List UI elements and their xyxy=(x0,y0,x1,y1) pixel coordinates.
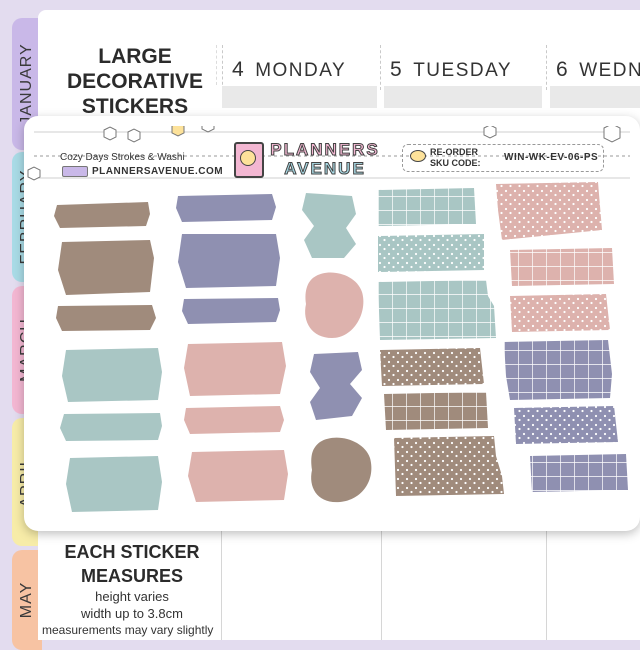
brush-stroke xyxy=(62,348,162,402)
size-line-1: height varies xyxy=(95,589,169,604)
reorder-label: RE-ORDER xyxy=(430,147,479,157)
tab-may[interactable]: MAY xyxy=(12,550,42,650)
divider xyxy=(222,45,223,90)
washi-strip xyxy=(496,182,602,240)
brush-stroke xyxy=(184,342,286,396)
sheet-header-decor xyxy=(27,126,630,181)
column-line xyxy=(381,520,382,640)
washi-strip xyxy=(530,454,628,492)
day-band xyxy=(222,86,377,108)
size-line-2: width up to 3.8cm xyxy=(81,606,183,621)
blob-sticker xyxy=(305,272,364,338)
size-info: EACH STICKER MEASURES height varies widt… xyxy=(42,540,213,639)
brush-stroke xyxy=(58,240,154,295)
day-tuesday-header: 5 TUESDAY xyxy=(390,58,513,81)
brush-stroke xyxy=(60,413,162,441)
day-monday-header: 4 MONDAY xyxy=(232,58,347,81)
column-line xyxy=(221,520,222,640)
divider xyxy=(380,45,381,90)
website-icon xyxy=(62,166,88,177)
sheet-header: Cozy Days Strokes & Washi PLANNERSAVENUE… xyxy=(24,126,640,181)
sku-code: WIN-WK-EV-06-PS xyxy=(504,152,599,163)
brand-line-2: AVENUE xyxy=(284,159,366,179)
product-name: Cozy Days Strokes & Washi xyxy=(60,152,185,163)
planner-book-icon xyxy=(234,142,264,178)
washi-strip xyxy=(514,406,618,444)
washi-strip xyxy=(504,340,612,400)
divider xyxy=(216,45,217,85)
size-line-3: measurements may vary slightly xyxy=(42,623,214,637)
brand-logo: PLANNERS AVENUE xyxy=(270,140,380,179)
day-wednesday-header: 6 WEDN xyxy=(556,58,640,81)
brush-stroke xyxy=(182,298,280,324)
brush-stroke xyxy=(54,202,150,228)
washi-strip xyxy=(380,348,484,386)
bee-icon xyxy=(410,150,426,162)
washi-strip xyxy=(394,436,504,496)
divider xyxy=(546,45,547,90)
website-text: PLANNERSAVENUE.COM xyxy=(92,166,224,177)
size-title-line-2: MEASURES xyxy=(80,566,183,586)
sticker-title: LARGE DECORATIVE STICKERS xyxy=(66,45,204,118)
brush-stroke xyxy=(310,352,362,420)
brush-stroke xyxy=(176,194,276,222)
day-band xyxy=(384,86,542,108)
brush-stroke xyxy=(178,234,280,288)
sku-label: SKU CODE: xyxy=(430,158,481,168)
brand-line-1: PLANNERS xyxy=(270,140,380,160)
washi-strip xyxy=(378,234,484,272)
brush-stroke xyxy=(302,193,356,258)
column-line xyxy=(546,520,547,640)
washi-strip xyxy=(510,248,614,286)
washi-strip xyxy=(384,392,488,430)
brush-stroke xyxy=(184,406,284,434)
washi-strip xyxy=(510,294,610,332)
brush-stroke xyxy=(56,305,156,331)
brush-stroke xyxy=(66,456,162,512)
size-title-line-1: EACH STICKER xyxy=(64,542,200,562)
sku-box xyxy=(402,144,604,172)
blob-sticker xyxy=(311,437,372,503)
washi-strip xyxy=(378,280,496,340)
day-band xyxy=(550,86,640,108)
washi-strip xyxy=(378,188,476,226)
brush-stroke xyxy=(188,450,288,502)
